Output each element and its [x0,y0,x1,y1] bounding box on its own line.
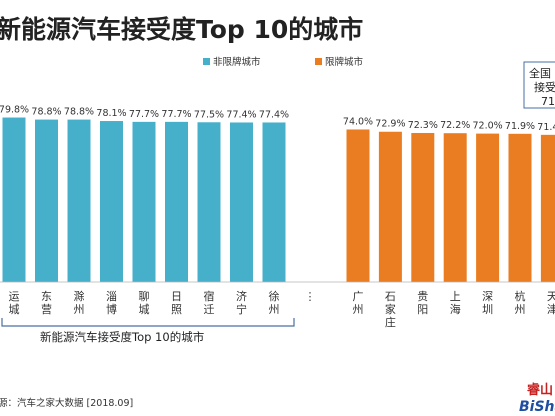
callout-line: 接受 [534,81,555,94]
x-tick-label: 津 [547,303,555,316]
x-tick-label: 广 [353,290,364,303]
x-tick-label: 徐 [269,289,280,303]
value-label: 72.3% [408,120,438,131]
bars: 79.8%运城78.8%东营78.8%滁州78.1%淄博77.7%聊城77.7%… [0,105,555,329]
x-tick-label: 迁 [204,303,215,316]
callout-line: 71. [541,95,555,108]
x-tick-label: 东 [41,290,52,303]
value-label: 77.4% [259,109,289,120]
x-tick-label: 石 [385,290,396,303]
value-label: 71.9% [505,121,535,132]
value-label: 78.8% [64,107,94,118]
bar [476,133,500,282]
x-tick-label: 贵 [417,290,428,303]
bar [100,121,123,282]
bar [197,122,221,282]
x-tick-label: 州 [74,303,85,316]
legend-label-restricted: 限牌城市 [325,56,364,68]
x-tick-label: 州 [269,303,280,316]
national-average-callout: 全国 接受 71. [523,61,555,109]
x-tick-label: 杭 [515,289,526,303]
x-tick-label: 圳 [482,303,493,316]
legend-swatch-restricted [315,58,322,65]
x-tick-label: 聊 [139,289,150,303]
x-tick-label: 滁 [74,289,85,303]
source-note: 源：汽车之家大数据 [2018.09] [0,397,133,409]
bar [2,117,26,282]
x-tick-label: 州 [353,303,364,316]
x-tick-label: 运 [9,290,20,303]
watermark-logo: 睿山 BiShan [519,382,555,415]
x-tick-label: 宿 [204,289,215,303]
bar [540,134,555,282]
bar [132,121,156,282]
x-tick-label: 阳 [417,303,428,316]
value-label: 72.2% [440,120,470,131]
value-label: 71.4% [537,122,555,133]
legend-label-non-restricted: 非限牌城市 [213,56,261,68]
bar [346,129,370,282]
x-tick-label: 淄 [106,290,117,303]
value-label: 78.8% [31,107,61,118]
value-label: 74.0% [343,116,373,127]
x-tick-label: 日 [171,290,182,303]
value-label: 77.7% [129,109,159,120]
top10-bracket [1,318,295,327]
legend: 非限牌城市 限牌城市 [203,56,364,68]
value-label: 77.7% [161,109,191,120]
x-tick-label: 城 [139,303,150,316]
chart-title: 新能源汽车接受度Top 10的城市 [0,15,363,44]
x-tick-label: 济 [236,289,247,303]
value-label: 72.0% [473,121,503,132]
bar [35,119,58,282]
bracket-label: 新能源汽车接受度Top 10的城市 [40,330,204,344]
x-tick-label: 庄 [385,315,396,329]
x-tick-label: 照 [171,303,182,316]
value-label: 78.1% [96,108,126,119]
value-label: 72.9% [375,119,405,130]
watermark-seal: 睿山 [527,382,553,398]
x-tick-label: 营 [41,302,52,316]
x-tick-label: 深 [482,290,493,303]
bar [165,121,188,282]
x-tick-label: 海 [450,302,461,316]
bar [508,133,532,282]
bar [262,122,286,282]
x-tick-label: 家 [385,302,396,316]
x-tick-label: 宁 [236,302,247,316]
x-tick-label: 城 [9,303,20,316]
value-label: 77.4% [226,109,256,120]
x-tick-label: 博 [106,303,117,316]
callout-line: 全国 [529,66,551,80]
legend-swatch-non-restricted [203,58,210,65]
bar [411,132,435,282]
x-tick-label: 州 [515,303,526,316]
callout-box [523,61,555,109]
x-tick-label: 上 [450,290,461,303]
value-label: 77.5% [194,109,224,120]
value-label: 79.8% [0,105,29,116]
gap-marker: ⋮ [305,290,316,303]
bar [230,122,253,282]
watermark-text: BiShan [519,399,555,415]
bar [67,119,91,282]
bar [378,131,402,282]
x-tick-label: 天 [547,290,555,303]
bar [443,133,467,282]
